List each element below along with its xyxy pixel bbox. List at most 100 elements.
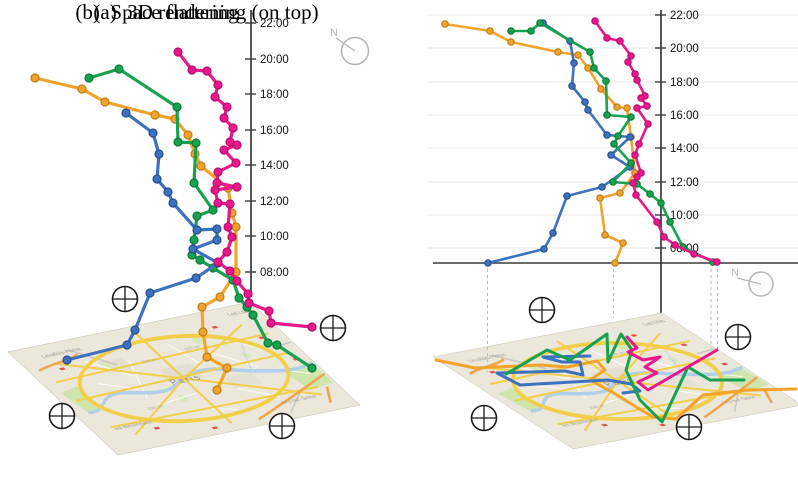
waypoint-blue[interactable] — [212, 224, 222, 234]
waypoint-green[interactable] — [527, 27, 535, 35]
waypoint-blue[interactable] — [484, 259, 492, 267]
waypoint-magenta[interactable] — [266, 318, 276, 328]
waypoint-magenta[interactable] — [653, 218, 661, 226]
waypoint-orange[interactable] — [574, 51, 582, 59]
waypoint-blue[interactable] — [584, 106, 592, 114]
waypoint-magenta[interactable] — [627, 52, 635, 60]
waypoint-orange[interactable] — [212, 385, 222, 395]
waypoint-magenta[interactable] — [624, 58, 632, 66]
compass-icon[interactable]: N — [731, 267, 774, 297]
waypoint-orange[interactable] — [507, 38, 515, 46]
waypoint-magenta[interactable] — [637, 94, 645, 102]
waypoint-magenta[interactable] — [213, 198, 223, 208]
waypoint-magenta[interactable] — [632, 191, 640, 199]
waypoint-green[interactable] — [586, 48, 594, 56]
waypoint-blue[interactable] — [549, 229, 557, 237]
waypoint-magenta[interactable] — [633, 76, 641, 84]
flattened-trajectory-magenta[interactable] — [625, 335, 719, 392]
waypoint-blue[interactable] — [607, 151, 615, 159]
waypoint-magenta[interactable] — [210, 92, 220, 102]
waypoint-green[interactable] — [191, 138, 201, 148]
waypoint-magenta[interactable] — [635, 140, 643, 148]
waypoint-green[interactable] — [657, 199, 665, 207]
waypoint-green[interactable] — [614, 132, 622, 140]
waypoint-orange[interactable] — [215, 292, 225, 302]
waypoint-green[interactable] — [263, 338, 273, 348]
waypoint-magenta[interactable] — [213, 80, 223, 90]
waypoint-magenta[interactable] — [307, 322, 317, 332]
waypoint-magenta[interactable] — [644, 120, 652, 128]
waypoint-magenta[interactable] — [690, 250, 698, 258]
waypoint-orange[interactable] — [196, 161, 206, 171]
waypoint-blue[interactable] — [581, 98, 589, 106]
waypoint-green[interactable] — [646, 190, 654, 198]
waypoint-orange[interactable] — [616, 189, 624, 197]
waypoint-magenta[interactable] — [603, 34, 611, 42]
waypoint-green[interactable] — [507, 27, 515, 35]
waypoint-orange[interactable] — [441, 20, 449, 28]
waypoint-magenta[interactable] — [227, 232, 237, 242]
waypoint-green[interactable] — [189, 235, 199, 245]
waypoint-green[interactable] — [627, 159, 635, 167]
waypoint-magenta[interactable] — [213, 257, 223, 267]
waypoint-magenta[interactable] — [219, 145, 229, 155]
waypoint-green[interactable] — [248, 310, 258, 320]
waypoint-blue[interactable] — [145, 288, 155, 298]
waypoint-blue[interactable] — [188, 244, 198, 254]
waypoint-green[interactable] — [602, 77, 610, 85]
pan-handle[interactable] — [268, 412, 296, 440]
waypoint-magenta[interactable] — [173, 47, 183, 57]
waypoint-magenta[interactable] — [223, 222, 233, 232]
waypoint-orange[interactable] — [623, 104, 631, 112]
waypoint-green[interactable] — [627, 113, 635, 121]
waypoint-magenta[interactable] — [591, 17, 599, 25]
compass-icon[interactable]: N — [330, 27, 370, 66]
waypoint-magenta[interactable] — [671, 241, 679, 249]
waypoint-magenta[interactable] — [629, 179, 637, 187]
waypoint-magenta[interactable] — [633, 104, 641, 112]
waypoint-blue[interactable] — [192, 225, 202, 235]
waypoint-blue[interactable] — [121, 108, 131, 118]
waypoint-magenta[interactable] — [616, 37, 624, 45]
waypoint-green[interactable] — [195, 255, 205, 265]
waypoint-magenta[interactable] — [264, 306, 274, 316]
waypoint-orange[interactable] — [100, 97, 110, 107]
waypoint-blue[interactable] — [563, 192, 571, 200]
waypoint-green[interactable] — [173, 137, 183, 147]
waypoint-green[interactable] — [189, 178, 199, 188]
waypoint-orange[interactable] — [554, 48, 562, 56]
waypoint-magenta[interactable] — [633, 173, 641, 181]
waypoint-blue[interactable] — [212, 235, 222, 245]
waypoint-orange[interactable] — [150, 110, 160, 120]
waypoint-magenta[interactable] — [222, 247, 232, 257]
waypoint-orange[interactable] — [619, 239, 627, 247]
waypoint-orange[interactable] — [613, 103, 621, 111]
waypoint-green[interactable] — [234, 293, 244, 303]
flattened-trajectory-orange[interactable] — [434, 358, 798, 421]
waypoint-magenta[interactable] — [243, 289, 253, 299]
waypoint-blue[interactable] — [598, 183, 606, 191]
waypoint-green[interactable] — [84, 73, 94, 83]
trajectory-orange[interactable] — [444, 22, 637, 264]
waypoint-magenta[interactable] — [631, 151, 639, 159]
waypoint-magenta[interactable] — [231, 158, 241, 168]
waypoint-magenta[interactable] — [225, 266, 235, 276]
waypoint-magenta[interactable] — [210, 185, 220, 195]
waypoint-magenta[interactable] — [222, 102, 232, 112]
waypoint-blue[interactable] — [568, 82, 576, 90]
waypoint-magenta[interactable] — [643, 102, 651, 110]
waypoint-blue[interactable] — [154, 149, 164, 159]
waypoint-blue[interactable] — [122, 340, 132, 350]
waypoint-blue[interactable] — [152, 174, 162, 184]
waypoint-blue[interactable] — [168, 198, 178, 208]
waypoint-green[interactable] — [603, 111, 611, 119]
waypoint-orange[interactable] — [183, 130, 193, 140]
waypoint-orange[interactable] — [611, 259, 619, 267]
waypoint-magenta[interactable] — [713, 258, 721, 266]
waypoint-blue[interactable] — [191, 273, 201, 283]
waypoint-green[interactable] — [114, 64, 124, 74]
waypoint-blue[interactable] — [570, 59, 578, 67]
waypoint-magenta[interactable] — [232, 276, 242, 286]
waypoint-magenta[interactable] — [232, 182, 242, 192]
waypoint-blue[interactable] — [62, 355, 72, 365]
